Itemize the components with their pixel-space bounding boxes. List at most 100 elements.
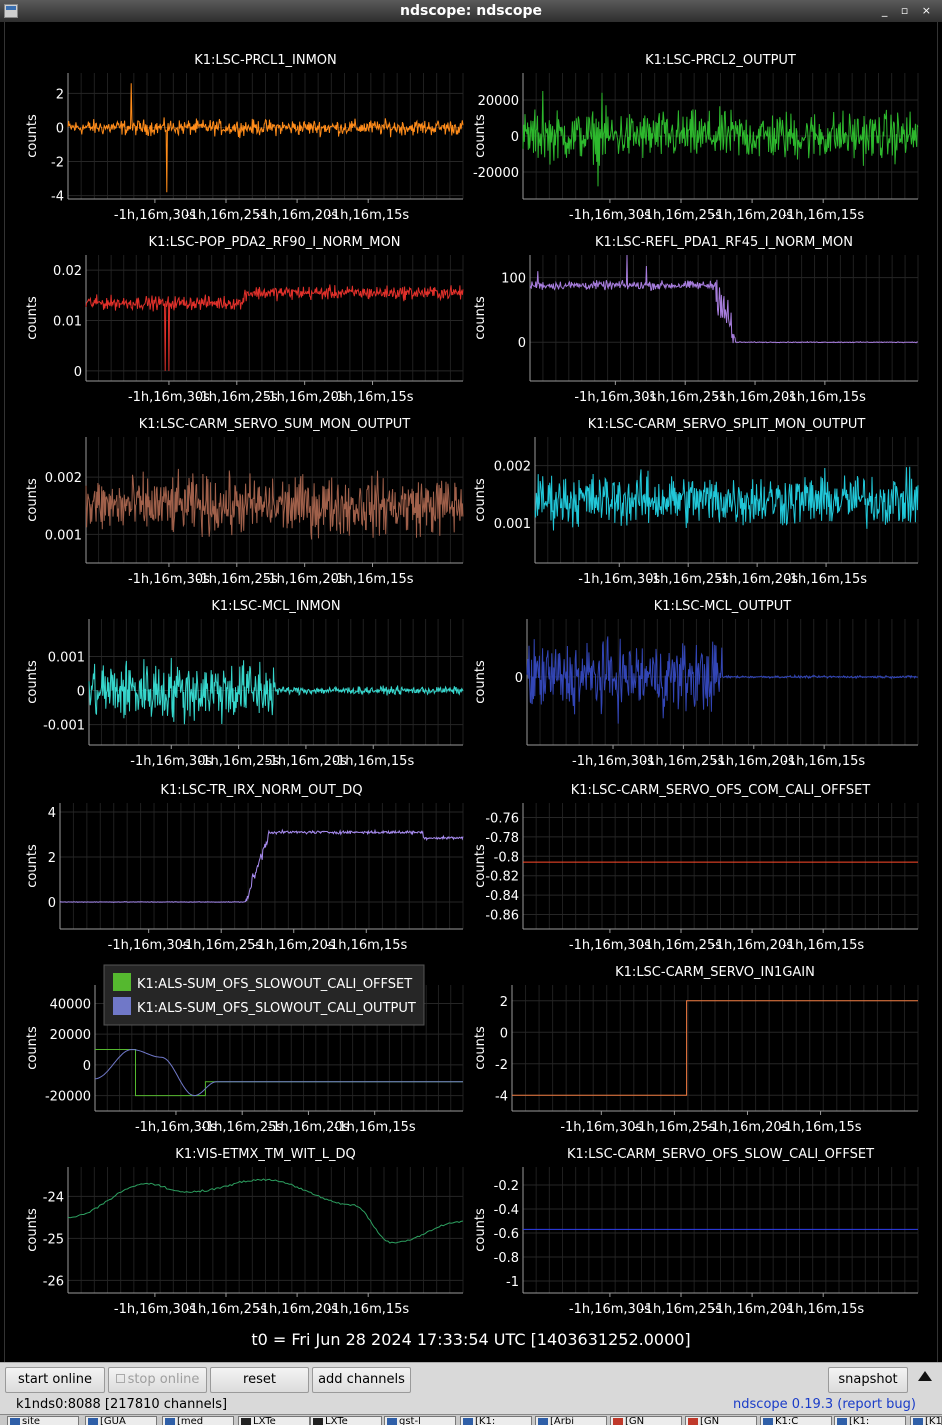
y-axis-label: counts bbox=[473, 660, 488, 704]
taskbar-item[interactable]: site bbox=[7, 1416, 79, 1425]
x-tick-label: -1h,16m,20s bbox=[711, 1302, 793, 1317]
series-line bbox=[85, 468, 464, 540]
x-tick-label: -1h,16m,25s bbox=[185, 208, 267, 223]
series-line bbox=[67, 1178, 464, 1244]
y-tick-label: -25 bbox=[43, 1232, 64, 1247]
taskbar-item[interactable]: [GN bbox=[685, 1416, 757, 1425]
y-axis-label: counts bbox=[473, 1026, 488, 1070]
plot-title: K1:LSC-PRCL1_INMON bbox=[194, 53, 337, 68]
y-tick-label: 0 bbox=[74, 365, 82, 380]
y-tick-label: 0 bbox=[56, 121, 64, 136]
taskbar-app-icon bbox=[88, 1418, 98, 1425]
taskbar-app-icon bbox=[763, 1418, 773, 1425]
taskbar-item[interactable]: K1:C bbox=[760, 1416, 832, 1425]
x-tick-label: -1h,16m,30s bbox=[569, 208, 651, 223]
y-axis-label: counts bbox=[25, 114, 40, 158]
taskbar-item-label: [GUA bbox=[100, 1416, 126, 1425]
series-line bbox=[529, 254, 918, 344]
y-tick-label: -2 bbox=[495, 1058, 508, 1073]
y-axis-label: counts bbox=[25, 296, 40, 340]
taskbar-item[interactable]: [GUA bbox=[85, 1416, 157, 1425]
taskbar-item[interactable]: [K1: bbox=[834, 1416, 906, 1425]
add-channels-button[interactable]: add channels bbox=[312, 1367, 411, 1393]
y-axis-label: counts bbox=[25, 1026, 40, 1070]
snapshot-button[interactable]: snapshot bbox=[828, 1367, 908, 1393]
y-tick-label: -0.78 bbox=[485, 831, 519, 846]
version-link[interactable]: ndscope 0.19.3 (report bug) bbox=[733, 1397, 916, 1412]
start-online-button[interactable]: start online bbox=[5, 1367, 105, 1393]
y-axis-label: counts bbox=[473, 844, 488, 888]
x-tick-label: -1h,16m,25s bbox=[647, 572, 729, 587]
reset-button[interactable]: reset bbox=[210, 1367, 309, 1393]
window-title: ndscope: ndscope bbox=[400, 3, 542, 19]
taskbar-app-icon bbox=[538, 1418, 548, 1425]
y-tick-label: -0.86 bbox=[485, 908, 519, 923]
taskbar-app-icon bbox=[613, 1418, 623, 1425]
taskbar-app-icon bbox=[688, 1418, 698, 1425]
plot-title: K1:LSC-PRCL2_OUTPUT bbox=[645, 53, 796, 68]
taskbar-item-label: [K1: bbox=[475, 1416, 496, 1425]
expand-arrow-icon[interactable] bbox=[918, 1371, 932, 1381]
stop-online-checkbox[interactable] bbox=[115, 1374, 125, 1383]
y-tick-label: -0.76 bbox=[485, 812, 519, 827]
x-tick-label: -1h,16m,20s bbox=[264, 390, 346, 405]
taskbar-item[interactable]: [K1: bbox=[910, 1416, 942, 1425]
x-tick-label: -1h,16m,30s bbox=[569, 1302, 651, 1317]
y-tick-label: 4 bbox=[48, 806, 56, 821]
plot-grid[interactable]: K1:LSC-PRCL1_INMON 2 0 -2 -4 counts -1h,16m,30… bbox=[0, 0, 942, 1362]
taskbar-item[interactable]: gst-l bbox=[384, 1416, 456, 1425]
y-tick-label: -0.84 bbox=[485, 889, 519, 904]
window-menu-icon[interactable] bbox=[4, 4, 18, 18]
y-tick-label: -20000 bbox=[473, 166, 519, 181]
taskbar-item-label: LXTe bbox=[325, 1416, 348, 1425]
series-line bbox=[88, 657, 464, 725]
y-axis-label: counts bbox=[473, 296, 488, 340]
x-tick-label: -1h,16m,30s bbox=[114, 1302, 196, 1317]
y-axis-label: counts bbox=[25, 1208, 40, 1252]
legend-swatch bbox=[113, 997, 131, 1015]
window-control-buttons[interactable]: _ ▫ × bbox=[881, 4, 936, 17]
taskbar-item-label: LXTe bbox=[253, 1416, 276, 1425]
stop-online-button[interactable]: stop online bbox=[108, 1367, 207, 1393]
y-axis-label: counts bbox=[473, 114, 488, 158]
legend-box bbox=[103, 964, 425, 1026]
x-tick-label: -1h,16m,20s bbox=[714, 390, 796, 405]
y-axis-label: counts bbox=[25, 844, 40, 888]
taskbar-item[interactable]: [K1: bbox=[460, 1416, 532, 1425]
t0-label: t0 = Fri Jun 28 2024 17:33:54 UTC [14036… bbox=[251, 1330, 691, 1349]
series-line bbox=[526, 636, 918, 724]
x-tick-label: -1h,16m,30s bbox=[560, 1120, 642, 1135]
taskbar-item[interactable]: [Arbi bbox=[535, 1416, 607, 1425]
plot-title: K1:LSC-CARM_SERVO_OFS_SLOW_CALI_OFFSET bbox=[567, 1147, 874, 1162]
y-tick-label: -20000 bbox=[45, 1090, 91, 1105]
taskbar-item-label: [K1: bbox=[849, 1416, 870, 1425]
taskbar-item[interactable]: [GN bbox=[610, 1416, 682, 1425]
y-tick-label: 0.001 bbox=[48, 650, 85, 665]
y-tick-label: 20000 bbox=[478, 94, 519, 109]
x-tick-label: -1h,16m,30s bbox=[578, 572, 660, 587]
taskbar-item[interactable]: LXTe bbox=[310, 1416, 382, 1425]
x-tick-label: -1h,16m,30s bbox=[108, 938, 190, 953]
taskbar-app-icon bbox=[463, 1418, 473, 1425]
plot-title: K1:LSC-MCL_OUTPUT bbox=[654, 599, 792, 614]
control-bar: start online stop online reset add chann… bbox=[0, 1362, 942, 1396]
taskbar-item-label: [GN bbox=[625, 1416, 645, 1425]
status-bar: k1nds0:8088 [217810 channels] ndscope 0.… bbox=[0, 1396, 942, 1414]
taskbar-app-icon bbox=[10, 1418, 20, 1425]
y-tick-label: 0 bbox=[83, 1059, 91, 1074]
y-tick-label: 0 bbox=[77, 685, 85, 700]
y-tick-label: -0.82 bbox=[485, 870, 519, 885]
x-tick-label: -1h,16m,15s bbox=[782, 208, 864, 223]
y-tick-label: 0 bbox=[518, 336, 526, 351]
plot-title: K1:LSC-TR_IRX_NORM_OUT_DQ bbox=[160, 783, 362, 798]
series-line bbox=[522, 90, 919, 187]
y-tick-label: -0.8 bbox=[494, 1251, 519, 1266]
x-tick-label: -1h,16m,30s bbox=[128, 390, 210, 405]
taskbar-item[interactable]: [med bbox=[162, 1416, 234, 1425]
y-tick-label: -4 bbox=[51, 190, 64, 205]
x-tick-label: -1h,16m,30s bbox=[574, 390, 656, 405]
y-tick-label: -0.001 bbox=[43, 719, 85, 734]
taskbar-item[interactable]: LXTe bbox=[238, 1416, 310, 1425]
x-tick-label: -1h,16m,20s bbox=[711, 938, 793, 953]
taskbar-item-label: [K1: bbox=[925, 1416, 942, 1425]
